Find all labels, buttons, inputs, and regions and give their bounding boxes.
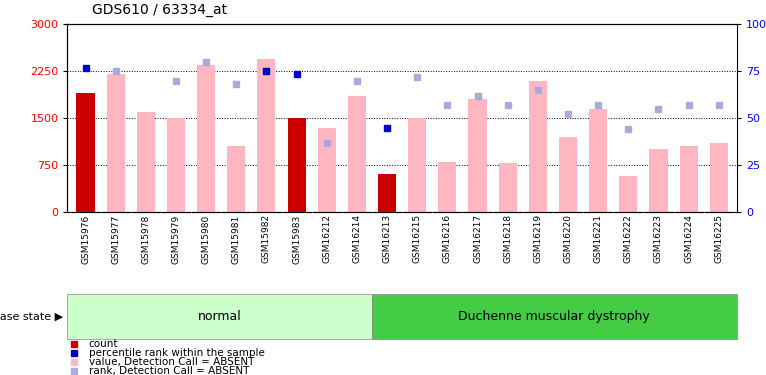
Text: GSM15982: GSM15982 [262, 214, 271, 264]
Text: value, Detection Call = ABSENT: value, Detection Call = ABSENT [89, 357, 254, 367]
Text: GDS610 / 63334_at: GDS610 / 63334_at [92, 3, 227, 17]
Bar [438, 162, 457, 212]
Text: GSM15979: GSM15979 [172, 214, 181, 264]
Text: rank, Detection Call = ABSENT: rank, Detection Call = ABSENT [89, 366, 249, 375]
Bar [529, 81, 547, 212]
Text: GSM15981: GSM15981 [232, 214, 241, 264]
Bar [372, 294, 737, 339]
Text: GSM15977: GSM15977 [111, 214, 120, 264]
Bar [77, 93, 94, 212]
Bar [619, 176, 637, 212]
Bar [378, 174, 396, 212]
Text: disease state ▶: disease state ▶ [0, 312, 64, 322]
Text: GSM15976: GSM15976 [81, 214, 90, 264]
Text: GSM16220: GSM16220 [564, 214, 572, 263]
Text: GSM16225: GSM16225 [715, 214, 723, 263]
Bar [197, 65, 215, 212]
Bar [106, 74, 125, 212]
Bar [257, 59, 276, 212]
Text: GSM16216: GSM16216 [443, 214, 452, 264]
Text: GSM16222: GSM16222 [624, 214, 633, 263]
Bar [589, 109, 607, 212]
Bar [228, 146, 245, 212]
Bar [167, 118, 185, 212]
Bar [348, 96, 366, 212]
Text: GSM16214: GSM16214 [352, 214, 362, 263]
Text: GSM16215: GSM16215 [413, 214, 422, 264]
Text: GSM16213: GSM16213 [382, 214, 391, 264]
Bar [559, 137, 577, 212]
Bar [77, 93, 94, 212]
Text: GSM16223: GSM16223 [654, 214, 663, 263]
Text: percentile rank within the sample: percentile rank within the sample [89, 348, 265, 358]
Text: GSM15980: GSM15980 [201, 214, 211, 264]
Bar [137, 112, 155, 212]
Bar [650, 149, 667, 212]
Bar [408, 118, 426, 212]
Text: Duchenne muscular dystrophy: Duchenne muscular dystrophy [458, 310, 650, 323]
Text: GSM16224: GSM16224 [684, 214, 693, 263]
Text: GSM16221: GSM16221 [594, 214, 603, 263]
Text: GSM16217: GSM16217 [473, 214, 482, 264]
Bar [710, 143, 728, 212]
Text: normal: normal [198, 310, 241, 323]
Text: GSM16218: GSM16218 [503, 214, 512, 264]
Bar [287, 118, 306, 212]
Text: GSM16219: GSM16219 [533, 214, 542, 264]
Text: GSM15983: GSM15983 [292, 214, 301, 264]
Text: count: count [89, 339, 118, 349]
Bar [499, 163, 517, 212]
Bar [318, 128, 336, 212]
Bar [469, 99, 486, 212]
Text: GSM15978: GSM15978 [141, 214, 150, 264]
Bar [679, 146, 698, 212]
Bar [287, 196, 306, 212]
Bar [67, 294, 372, 339]
Text: GSM16212: GSM16212 [322, 214, 331, 263]
